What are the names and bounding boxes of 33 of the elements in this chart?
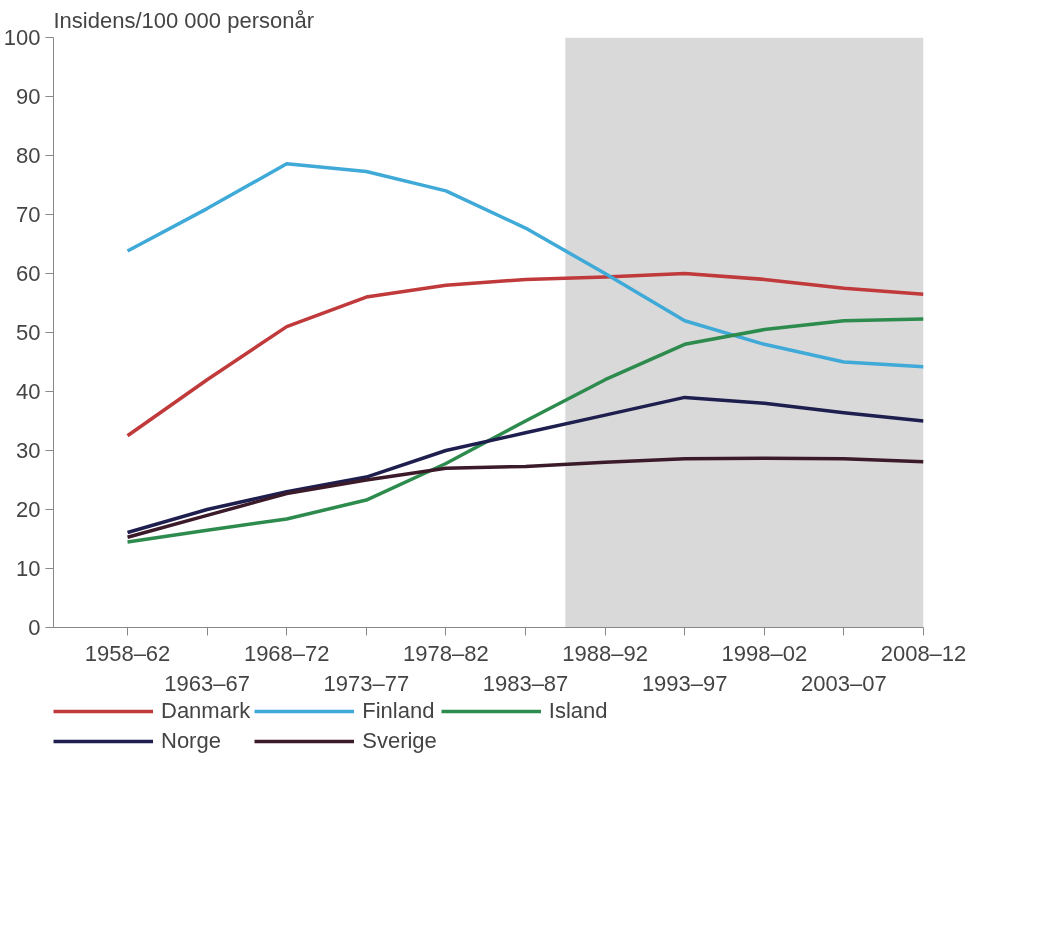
- y-tick-label: 60: [16, 261, 41, 286]
- legend-label: Island: [548, 698, 608, 724]
- line-series: [125, 271, 924, 438]
- y-tick-label: 80: [16, 143, 41, 168]
- x-tick-label: 1973–77: [323, 670, 410, 696]
- x-tick-label: 2003–07: [801, 670, 887, 696]
- y-tick-label: 70: [16, 202, 41, 227]
- x-tick-label: 1983–87: [482, 670, 569, 696]
- x-tick-label: 1968–72: [243, 640, 330, 666]
- x-tick-label: 1988–92: [562, 640, 648, 666]
- legend-label: Danmark: [161, 698, 251, 724]
- y-tick-label: 0: [28, 615, 41, 640]
- x-tick-label: 1998–02: [721, 640, 808, 666]
- line-series: [125, 317, 924, 544]
- x-tick-label: 1978–82: [403, 640, 489, 666]
- y-tick-label: 20: [16, 497, 41, 522]
- y-tick-label: 90: [16, 84, 41, 109]
- line-series: [125, 395, 924, 535]
- legend-label: Finland: [362, 698, 435, 724]
- x-tick-label: 1963–67: [164, 670, 250, 696]
- line-series: [125, 162, 924, 369]
- x-tick-label: 2008–12: [880, 640, 967, 666]
- line-series: [125, 456, 924, 539]
- legend-label: Sverige: [362, 728, 437, 754]
- y-tick-label: 50: [16, 320, 41, 345]
- y-axis-title: Insidens/100 000 personår: [53, 7, 315, 33]
- y-tick-label: 100: [3, 25, 41, 50]
- x-tick-label: 1993–97: [641, 670, 728, 696]
- y-tick-label: 10: [16, 556, 41, 581]
- legend-label: Norge: [161, 728, 221, 754]
- x-tick-label: 1958–62: [84, 640, 171, 666]
- y-tick-label: 40: [16, 379, 41, 404]
- y-tick-label: 30: [16, 438, 41, 463]
